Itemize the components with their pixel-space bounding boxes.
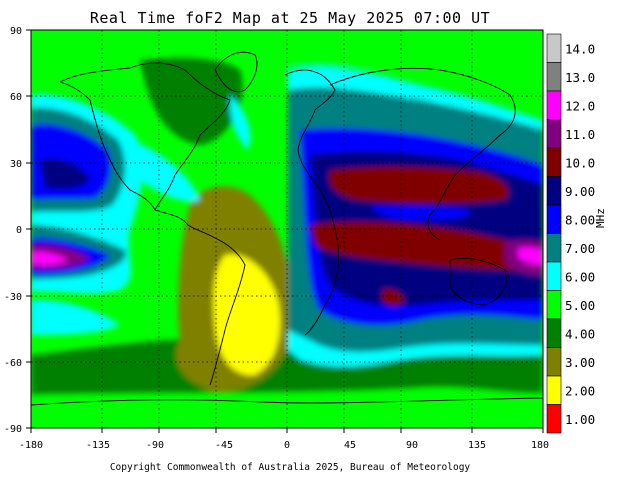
- coastline-africa-europe: [284, 69, 339, 336]
- legend-label: 1.00: [565, 412, 595, 427]
- legend-label: 6.00: [565, 269, 595, 284]
- legend-swatch: [546, 290, 562, 320]
- contour-12mhz-west: [31, 251, 68, 265]
- y-tick-labels: 90 60 30 0 -30 -60 -90: [4, 26, 22, 435]
- legend-label: 4.00: [565, 326, 595, 341]
- legend-swatch: [546, 347, 562, 377]
- legend-swatch: [546, 204, 562, 234]
- x-tick-label: -45: [215, 440, 233, 451]
- y-tick-label: 60: [10, 92, 22, 103]
- coastlines: [31, 51, 543, 406]
- legend-label: 2.00: [565, 383, 595, 398]
- contour-12mhz-east: [518, 247, 543, 266]
- y-tick-label: -60: [4, 358, 22, 369]
- y-tick-label: 0: [16, 225, 22, 236]
- legend-label: 13.0: [565, 70, 595, 85]
- legend-swatch: [546, 318, 562, 348]
- y-tick-label: 90: [10, 26, 22, 37]
- contour-2mhz: [213, 254, 281, 376]
- legend-label: 14.0: [565, 41, 595, 56]
- legend-label: 3.00: [565, 355, 595, 370]
- x-tick-label: 0: [284, 440, 290, 451]
- legend-swatch: [546, 33, 562, 63]
- axis-ticks: [26, 29, 544, 433]
- coastline-australia: [449, 257, 507, 306]
- legend-swatch: [546, 90, 562, 120]
- contour-4mhz-north-america: [140, 57, 243, 145]
- y-tick-label: -90: [4, 424, 22, 435]
- contour-10mhz-north: [328, 166, 509, 204]
- legend-label: 8.00: [565, 212, 595, 227]
- legend-swatch: [546, 233, 562, 263]
- coastline-americas: [59, 62, 246, 386]
- legend-label: 11.0: [565, 127, 595, 142]
- legend-label: 7.00: [565, 241, 595, 256]
- x-tick-label: -90: [146, 440, 164, 451]
- y-tick-label: -30: [4, 292, 22, 303]
- legend-swatch: [546, 62, 562, 92]
- contour-field: [31, 30, 543, 428]
- legend-swatch: [546, 147, 562, 177]
- coastline-antarctica: [31, 397, 543, 406]
- legend-swatch: [546, 119, 562, 149]
- x-tick-label: 135: [468, 440, 486, 451]
- x-tick-label: -180: [19, 440, 43, 451]
- contour-10mhz-south: [310, 221, 543, 272]
- legend-swatch: [546, 261, 562, 291]
- x-tick-label: 180: [531, 440, 549, 451]
- legend-label: 10.0: [565, 155, 595, 170]
- color-legend: 14.0 13.0 12.0 11.0 10.0 9.00 8.00 7.00 6.00 5.00…: [546, 33, 595, 434]
- legend-label: 9.00: [565, 184, 595, 199]
- legend-label: 5.00: [565, 298, 595, 313]
- x-tick-label: -135: [86, 440, 110, 451]
- legend-swatch: [546, 404, 562, 434]
- x-tick-label: 90: [406, 440, 418, 451]
- coastline-greenland: [214, 51, 258, 93]
- legend-swatch: [546, 176, 562, 206]
- x-tick-labels: -180 -135 -90 -45 0 45 90 135 180: [19, 440, 549, 451]
- y-tick-label: 30: [10, 159, 22, 170]
- map-title: Real Time foF2 Map at 25 May 2025 07:00 …: [89, 9, 491, 27]
- legend-unit-label: MHz: [594, 208, 607, 228]
- x-tick-label: 45: [344, 440, 356, 451]
- legend-label: 12.0: [565, 98, 595, 113]
- coastline-asia: [329, 67, 516, 241]
- grid-lines: [31, 30, 543, 428]
- copyright-notice: Copyright Commonwealth of Australia 2025…: [109, 462, 471, 473]
- legend-swatch: [546, 375, 562, 405]
